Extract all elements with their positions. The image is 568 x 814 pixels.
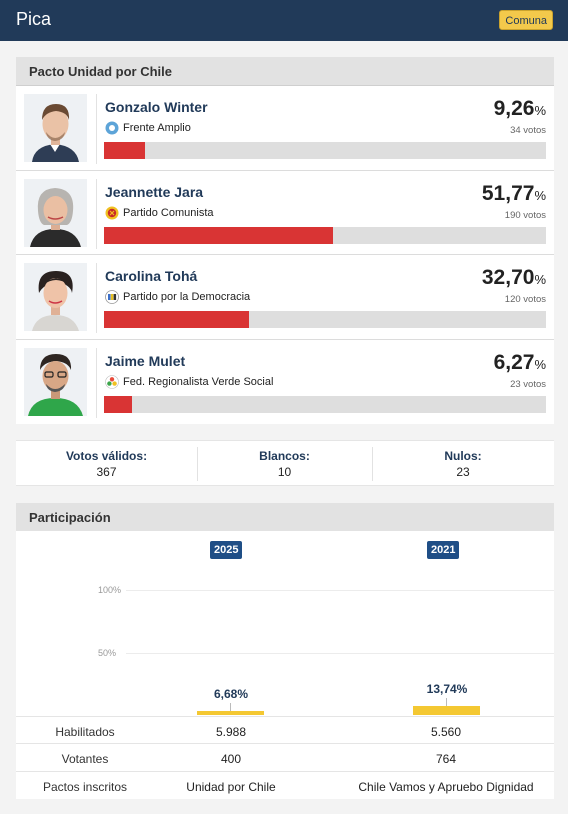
participation-panel: 2025 2021 100% 50% 6,68% 13,74% Habilita… [16,531,554,799]
year-badge-2025: 2025 [210,541,243,559]
candidate-party: Frente Amplio [105,121,191,135]
vote-totals: Votos válidos: 367 Blancos: 10 Nulos: 23 [16,440,554,486]
grid-label-100: 100% [98,585,122,595]
percentage-value: 9,26 [493,97,535,120]
result-bar-track [104,395,546,413]
candidate-row[interactable]: Jaime Mulet Fed. Regionalista Verde Soci… [16,340,554,425]
percent-symbol: % [534,356,546,372]
row-divider [96,347,97,418]
percent-symbol: % [534,272,546,287]
blank-votes-label: Blancos: [259,449,310,463]
result-bar-fill [104,226,333,244]
participation-label-2021: 13,74% [426,682,468,697]
candidate-votes: 190 votos [504,209,546,221]
votantes-row: Votantes 400 764 [16,743,554,771]
candidate-percentage: 32,70% [482,266,546,290]
candidate-photo [24,263,87,331]
gridline-50 [126,653,554,654]
blank-votes: Blancos: 10 [197,441,372,487]
candidate-photo [24,94,87,162]
pact-section-header: Pacto Unidad por Chile [16,57,554,87]
percent-symbol: % [534,187,546,203]
result-bar-track [104,311,546,328]
comuna-badge: Comuna [499,10,553,30]
participation-tick-2025 [230,702,231,711]
candidate-list: Gonzalo Winter Frente Amplio 9,26% 34 vo… [16,86,554,424]
participation-bar-2021 [413,706,480,715]
candidate-party: Partido Comunista [105,206,214,220]
partido-comunista-logo-icon [105,206,119,220]
participation-section-header: Participación [16,503,554,533]
candidate-percentage: 6,27% [494,351,546,375]
party-label: Fed. Regionalista Verde Social [123,375,274,388]
result-bar-track [104,226,546,244]
votantes-2021: 764 [435,752,457,766]
candidate-row[interactable]: Gonzalo Winter Frente Amplio 9,26% 34 vo… [16,86,554,171]
valid-votes-label: Votos válidos: [65,449,148,463]
participation-bar-2025 [197,710,264,715]
candidate-photo [24,178,87,247]
habilitados-2025: 5.988 [215,725,247,739]
frvs-logo-icon [105,374,119,389]
candidate-name: Gonzalo Winter [105,99,208,115]
result-bar-fill [104,311,249,328]
null-votes-label: Nulos: [444,449,482,463]
valid-votes: Votos válidos: 367 [16,441,197,487]
candidate-party: Fed. Regionalista Verde Social [105,374,274,389]
habilitados-label: Habilitados [55,725,115,739]
page-title: Pica [16,9,52,29]
percentage-value: 51,77 [481,181,535,205]
participation-label-2025: 6,68% [213,686,249,701]
result-bar-fill [104,395,132,413]
candidate-percentage: 9,26% [494,97,546,121]
gridline-100 [126,590,554,591]
null-votes: Nulos: 23 [372,441,554,487]
totals-divider [197,447,198,481]
party-label: Frente Amplio [123,122,191,134]
candidate-name: Jaime Mulet [105,352,186,369]
participation-tick-2021 [446,698,447,707]
candidate-votes: 120 votos [504,294,546,305]
year-badge-2021: 2021 [427,541,460,559]
row-divider [96,94,97,164]
result-bar-fill [104,142,145,159]
votantes-label: Votantes [61,752,109,766]
candidate-row[interactable]: Jeannette Jara Partido Comunista 51,77% … [16,171,554,255]
page-header: Pica Comuna [0,0,568,41]
ppd-logo-icon [105,290,119,304]
null-votes-value: 23 [456,465,470,479]
row-divider [96,178,97,249]
percentage-value: 6,27 [493,350,535,374]
party-label: Partido por la Democracia [123,291,251,303]
row-divider [96,263,97,333]
candidate-name: Carolina Tohá [105,268,198,284]
candidate-row[interactable]: Carolina Tohá Partido por la Democracia … [16,255,554,340]
pactos-2021: Chile Vamos y Apruebo Dignidad [358,780,534,794]
candidate-votes: 34 votos [510,125,546,136]
result-bar-track [104,142,546,159]
candidate-votes: 23 votos [510,378,546,390]
pact-title: Pacto Unidad por Chile [29,64,173,79]
habilitados-2021: 5.560 [430,725,462,739]
grid-label-50: 50% [98,648,117,658]
pactos-label: Pactos inscritos [42,780,128,794]
percentage-value: 32,70 [481,266,535,289]
candidate-photo [24,347,87,416]
habilitados-row: Habilitados 5.988 5.560 [16,716,554,744]
candidate-party: Partido por la Democracia [105,290,250,304]
totals-divider [372,447,373,481]
participation-title: Participación [29,510,111,525]
pactos-row: Pactos inscritos Unidad por Chile Chile … [16,771,554,799]
party-label: Partido Comunista [123,206,214,219]
votantes-2025: 400 [220,752,242,766]
pactos-2025: Unidad por Chile [186,780,276,794]
percent-symbol: % [534,103,546,118]
candidate-name: Jeannette Jara [105,183,204,200]
frente-amplio-logo-icon [105,121,119,135]
valid-votes-value: 367 [96,465,117,479]
candidate-percentage: 51,77% [482,182,546,206]
blank-votes-value: 10 [277,465,292,479]
